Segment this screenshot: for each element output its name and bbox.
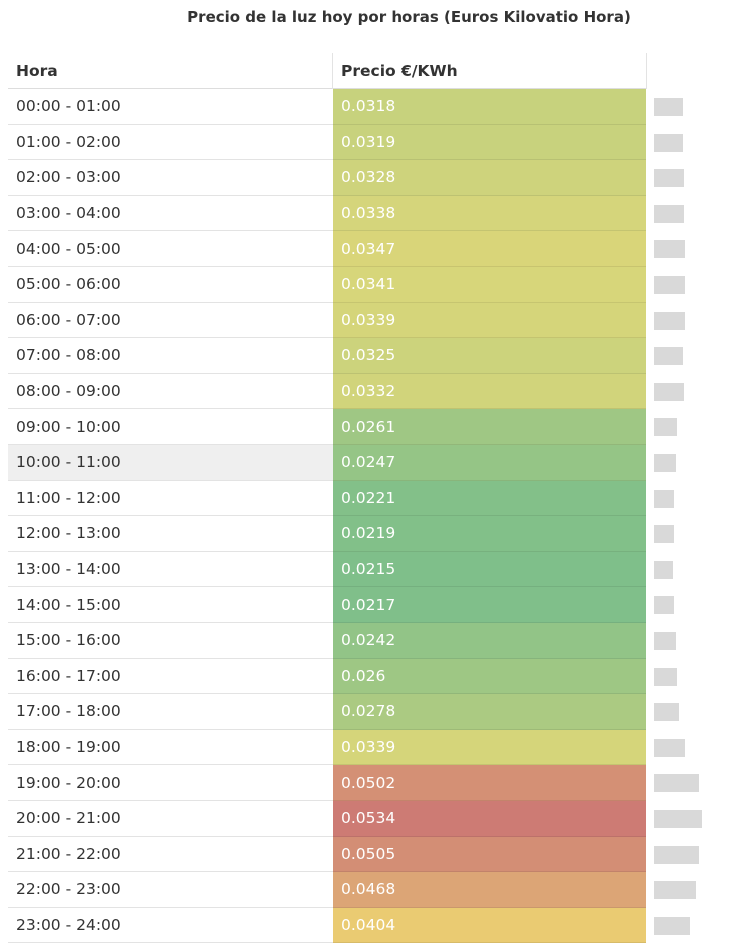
price-cell: 0.0404 (333, 907, 646, 944)
hour-cell: 11:00 - 12:00 (8, 480, 333, 517)
hour-cell: 18:00 - 19:00 (8, 729, 333, 766)
price-bar (654, 916, 691, 935)
hour-cell: 12:00 - 13:00 (8, 516, 333, 552)
price-bar (654, 703, 680, 722)
hour-cell: 13:00 - 14:00 (8, 551, 333, 588)
price-bar (654, 525, 674, 544)
price-cell: 0.0505 (333, 836, 646, 873)
price-bar (654, 98, 683, 116)
hour-cell: 22:00 - 23:00 (8, 872, 333, 908)
hour-cell: 19:00 - 20:00 (8, 765, 333, 801)
column-divider (332, 53, 333, 89)
table-title: Precio de la luz hoy por horas (Euros Ki… (187, 8, 631, 26)
price-bar (654, 169, 684, 188)
hour-cell: 06:00 - 07:00 (8, 302, 333, 339)
price-cell: 0.0325 (333, 338, 646, 374)
price-bar (654, 560, 674, 579)
hour-cell: 00:00 - 01:00 (8, 89, 333, 125)
price-cell: 0.0247 (333, 445, 646, 481)
hour-cell: 21:00 - 22:00 (8, 836, 333, 873)
price-bar (654, 738, 685, 757)
price-cell: 0.0534 (333, 801, 646, 837)
price-cell: 0.0217 (333, 587, 646, 623)
price-cell: 0.026 (333, 658, 646, 695)
price-bar (654, 667, 678, 686)
price-bar (654, 204, 685, 223)
price-cell: 0.0339 (333, 729, 646, 766)
price-cell: 0.0347 (333, 231, 646, 267)
hour-cell: 17:00 - 18:00 (8, 694, 333, 730)
price-bar (654, 454, 677, 472)
price-cell: 0.0468 (333, 872, 646, 908)
price-cell: 0.0341 (333, 267, 646, 303)
price-bar (654, 810, 703, 828)
price-bar (654, 311, 685, 330)
price-bar (654, 382, 684, 401)
price-bar (654, 632, 676, 650)
price-bar (654, 881, 697, 900)
price-bar (654, 133, 683, 152)
hour-cell: 02:00 - 03:00 (8, 160, 333, 196)
price-bar (654, 489, 674, 508)
hour-cell: 05:00 - 06:00 (8, 267, 333, 303)
price-bar (654, 418, 678, 437)
price-bar (654, 240, 686, 259)
price-cell: 0.0219 (333, 516, 646, 552)
price-cell: 0.0332 (333, 373, 646, 410)
price-bar (654, 845, 700, 864)
price-cell: 0.0221 (333, 480, 646, 517)
price-bar (654, 347, 684, 366)
hour-cell: 03:00 - 04:00 (8, 195, 333, 232)
price-cell: 0.0261 (333, 409, 646, 445)
price-cell: 0.0319 (333, 124, 646, 161)
hour-cell: 09:00 - 10:00 (8, 409, 333, 445)
price-cell: 0.0318 (333, 89, 646, 125)
price-bar (654, 596, 674, 615)
header-cell: Hora (8, 53, 333, 89)
price-cell: 0.0502 (333, 765, 646, 801)
hour-cell: 16:00 - 17:00 (8, 658, 333, 695)
hour-cell: 20:00 - 21:00 (8, 801, 333, 837)
price-bar (654, 276, 685, 294)
hour-cell: 01:00 - 02:00 (8, 124, 333, 161)
price-cell: 0.0215 (333, 551, 646, 588)
price-cell: 0.0278 (333, 694, 646, 730)
hour-cell: 04:00 - 05:00 (8, 231, 333, 267)
hour-cell: 23:00 - 24:00 (8, 907, 333, 944)
price-cell: 0.0338 (333, 195, 646, 232)
hour-cell: 10:00 - 11:00 (8, 445, 333, 481)
hour-cell: 14:00 - 15:00 (8, 587, 333, 623)
hour-cell: 15:00 - 16:00 (8, 623, 333, 659)
column-divider (646, 53, 647, 89)
header-cell: Precio €/KWh (333, 53, 646, 89)
price-cell: 0.0242 (333, 623, 646, 659)
price-bar (654, 774, 700, 793)
price-cell: 0.0339 (333, 302, 646, 339)
hour-cell: 08:00 - 09:00 (8, 373, 333, 410)
hour-cell: 07:00 - 08:00 (8, 338, 333, 374)
price-cell: 0.0328 (333, 160, 646, 196)
